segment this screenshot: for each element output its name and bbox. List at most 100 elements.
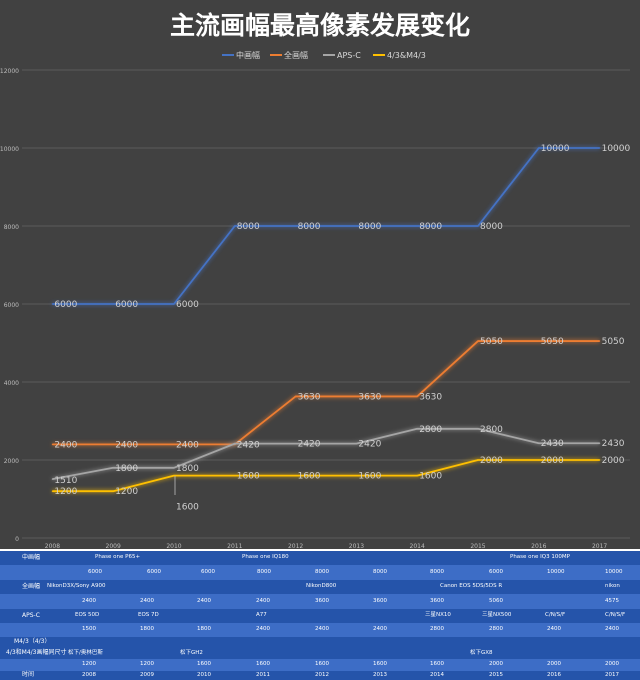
data-label: 8000 [237,222,260,232]
data-label: 5050 [602,337,625,347]
line-chart: 主流画幅最高像素发展变化 020004000600080001000012000… [0,11,631,549]
table-cell: 2800 [489,626,503,632]
table-cell: 2016 [547,671,561,678]
table-cell: 6000 [201,568,215,575]
table-row: 2400 2400 2400 2400 3600 3600 3600 5060 4575 [0,594,640,609]
x-tick-label: 2008 [45,543,60,549]
data-label: 1600 [358,472,381,482]
data-point [295,395,297,398]
legend-label: 中画幅 [236,50,260,60]
data-label: 2000 [602,456,625,466]
y-tick-label: 0 [15,536,19,543]
table-cell: 3600 [373,597,387,604]
data-table: 中画幅 Phase one P65+ Phase one IQ180 Phase on… [0,551,640,680]
data-point [234,443,236,445]
table-cell: 1800 [197,626,211,632]
data-labels: 6000 6000 6000 8000 8000 8000 8000 8000 10000 100… [54,144,630,513]
data-label: 2000 [541,456,564,466]
table-cell: 1600 [315,661,329,667]
table-cell: 2010 [197,671,211,678]
table-cell: 2400 [547,626,561,632]
table-cell: EOS 7D [138,612,159,618]
table-cell: 2009 [140,671,154,678]
data-point [234,475,236,477]
x-tick-label: 2014 [410,543,425,549]
table-cell: EOS 50D [75,612,100,618]
data-label: 2430 [541,439,564,449]
data-label: 10000 [541,144,570,154]
table-cell: 6000 [147,568,161,575]
y-tick-label: 8000 [4,224,19,231]
x-tick-label: 2011 [227,543,242,549]
legend-label: 全画幅 [284,50,308,60]
table-row: 时间 2008 2009 2010 2011 2012 2013 2014 2015 2016 20… [0,671,640,680]
data-point [173,475,175,477]
data-point [599,147,601,149]
y-tick-label: 12000 [0,68,19,75]
row-header: 时间 [22,671,35,678]
row-header: 4/3和M4/3画幅同尺寸 [6,649,67,656]
table-cell: 2013 [373,671,387,678]
table-cell: C/N/S/F [605,612,626,618]
data-label: 2420 [298,440,321,450]
table-row: 1500 1800 1800 2400 2400 2400 2800 2800 2400 2400 [0,623,640,637]
data-point [599,442,601,444]
data-point [477,225,479,227]
table-cell: 1200 [82,661,96,667]
data-point [599,459,601,461]
table-cell: 三星NX10 [425,612,451,618]
data-label: 3630 [358,392,381,402]
data-point [477,459,479,461]
table-cell: 2400 [256,597,270,604]
data-label: 2400 [115,440,138,450]
x-tick-label: 2016 [531,543,546,549]
data-label: 6000 [54,300,77,310]
data-label: 2800 [480,425,503,435]
row-header: 中画幅 [22,553,41,561]
row-header: APS-C [22,611,40,619]
series-line [52,459,600,493]
data-label: 2400 [54,440,77,450]
data-label: 3630 [419,392,442,402]
data-label: 1200 [115,487,138,497]
data-point [538,459,540,461]
data-label: 8000 [480,222,503,232]
data-label: 10000 [602,144,631,154]
table-cell: Phase one P65+ [95,554,141,560]
data-label: 2000 [480,456,503,466]
table-cell: 2800 [430,626,444,632]
data-point [355,395,357,398]
series-lines [51,147,601,493]
x-tick-label: 2010 [166,543,181,549]
chart-title: 主流画幅最高像素发展变化 [170,11,470,40]
table-row: APS-C EOS 50D EOS 7D A77 三星NX10 三星NX500 C/N/S/… [0,609,640,623]
table-cell: 2400 [605,626,619,632]
data-point [355,475,357,477]
data-point [295,225,297,227]
table-cell: 2000 [605,661,619,667]
x-tick-label: 2017 [592,543,607,549]
data-point [416,475,418,477]
table-cell: 3600 [315,597,329,604]
data-label: 6000 [176,300,199,310]
data-point [51,443,54,445]
table-cell: C/N/S/F [545,612,566,618]
data-point [173,303,175,305]
data-point [416,395,418,398]
data-point [51,490,54,492]
table-cell: 2400 [197,597,211,604]
data-label: 1600 [298,472,321,482]
table-cell: 2400 [82,597,96,604]
data-label: 1200 [54,487,77,497]
data-point [477,428,479,430]
table-cell: 10000 [547,568,565,575]
data-label: 5050 [480,337,503,347]
table-cell: 松下/奥林巴斯 [68,649,103,656]
table-cell: 松下GX8 [470,649,493,656]
data-point [538,147,540,149]
legend-label: APS-C [337,51,361,60]
data-point [51,303,54,305]
table-cell: 1800 [140,626,154,632]
data-point [355,225,357,227]
table-cell: 5060 [489,597,503,604]
